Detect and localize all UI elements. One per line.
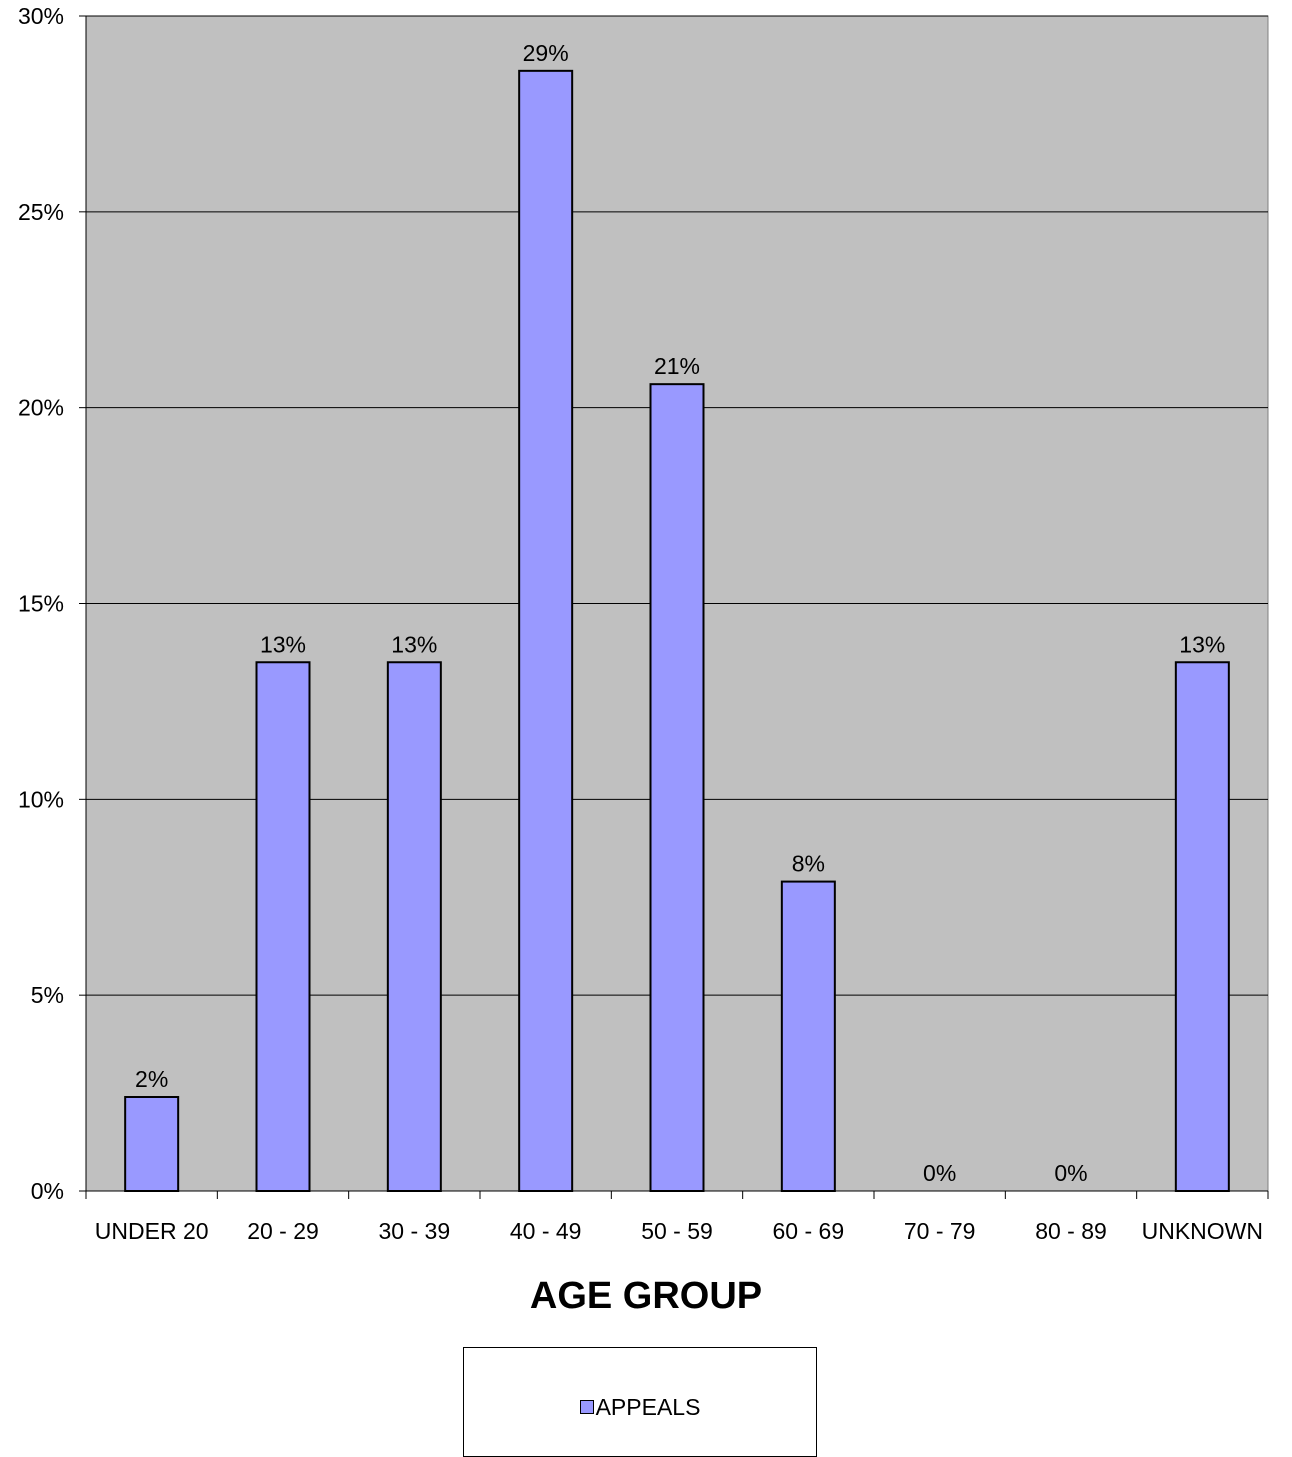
data-label: 13% bbox=[1179, 631, 1225, 657]
data-label: 2% bbox=[135, 1066, 168, 1092]
x-tick-label: 50 - 59 bbox=[641, 1218, 713, 1244]
legend-label: APPEALS bbox=[595, 1394, 701, 1420]
bar bbox=[386, 661, 442, 1192]
bars bbox=[124, 69, 1230, 1192]
tick-labels: 0% 5% 10% 15% 20% 25% 30% UNDER 20 20 - 29 30 - 3… bbox=[18, 3, 1263, 1244]
x-tick-label: 70 - 79 bbox=[904, 1218, 976, 1244]
y-tick-label: 25% bbox=[18, 199, 64, 225]
x-axis-title: AGE GROUP bbox=[529, 1275, 763, 1317]
data-label: 13% bbox=[260, 631, 306, 657]
data-label: 21% bbox=[654, 353, 700, 379]
legend: APPEALS bbox=[463, 1347, 817, 1457]
x-tick-label: 80 - 89 bbox=[1035, 1218, 1107, 1244]
bar bbox=[1174, 661, 1230, 1192]
y-tick-label: 5% bbox=[31, 982, 64, 1008]
data-labels: 2% 13% 13% 29% 21% 8% 0% 0% 13% bbox=[135, 40, 1225, 1186]
data-label: 0% bbox=[923, 1160, 956, 1186]
data-label: 29% bbox=[523, 40, 569, 66]
y-tick-label: 20% bbox=[18, 395, 64, 421]
y-tick-label: 15% bbox=[18, 591, 64, 617]
legend-item: APPEALS bbox=[464, 1394, 816, 1421]
legend-swatch bbox=[579, 1400, 594, 1414]
y-tick-label: 30% bbox=[18, 3, 64, 29]
bar bbox=[255, 661, 311, 1192]
bar bbox=[518, 69, 574, 1192]
axes bbox=[79, 15, 1269, 1199]
bar bbox=[649, 383, 705, 1192]
x-tick-label: UNKNOWN bbox=[1142, 1218, 1263, 1244]
x-tick-label: 20 - 29 bbox=[247, 1218, 319, 1244]
data-label: 13% bbox=[391, 631, 437, 657]
data-label: 8% bbox=[792, 851, 825, 877]
bar bbox=[780, 880, 836, 1192]
x-tick-label: 40 - 49 bbox=[510, 1218, 582, 1244]
x-tick-label: 30 - 39 bbox=[379, 1218, 451, 1244]
y-tick-label: 10% bbox=[18, 786, 64, 812]
y-tick-label: 0% bbox=[31, 1178, 64, 1204]
x-tick-label: UNDER 20 bbox=[95, 1218, 209, 1244]
data-label: 0% bbox=[1054, 1160, 1087, 1186]
bar-chart: 0% 5% 10% 15% 20% 25% 30% UNDER 20 20 - 29 30 - 3… bbox=[18, 3, 1269, 1244]
bar bbox=[124, 1096, 180, 1192]
x-tick-label: 60 - 69 bbox=[773, 1218, 845, 1244]
